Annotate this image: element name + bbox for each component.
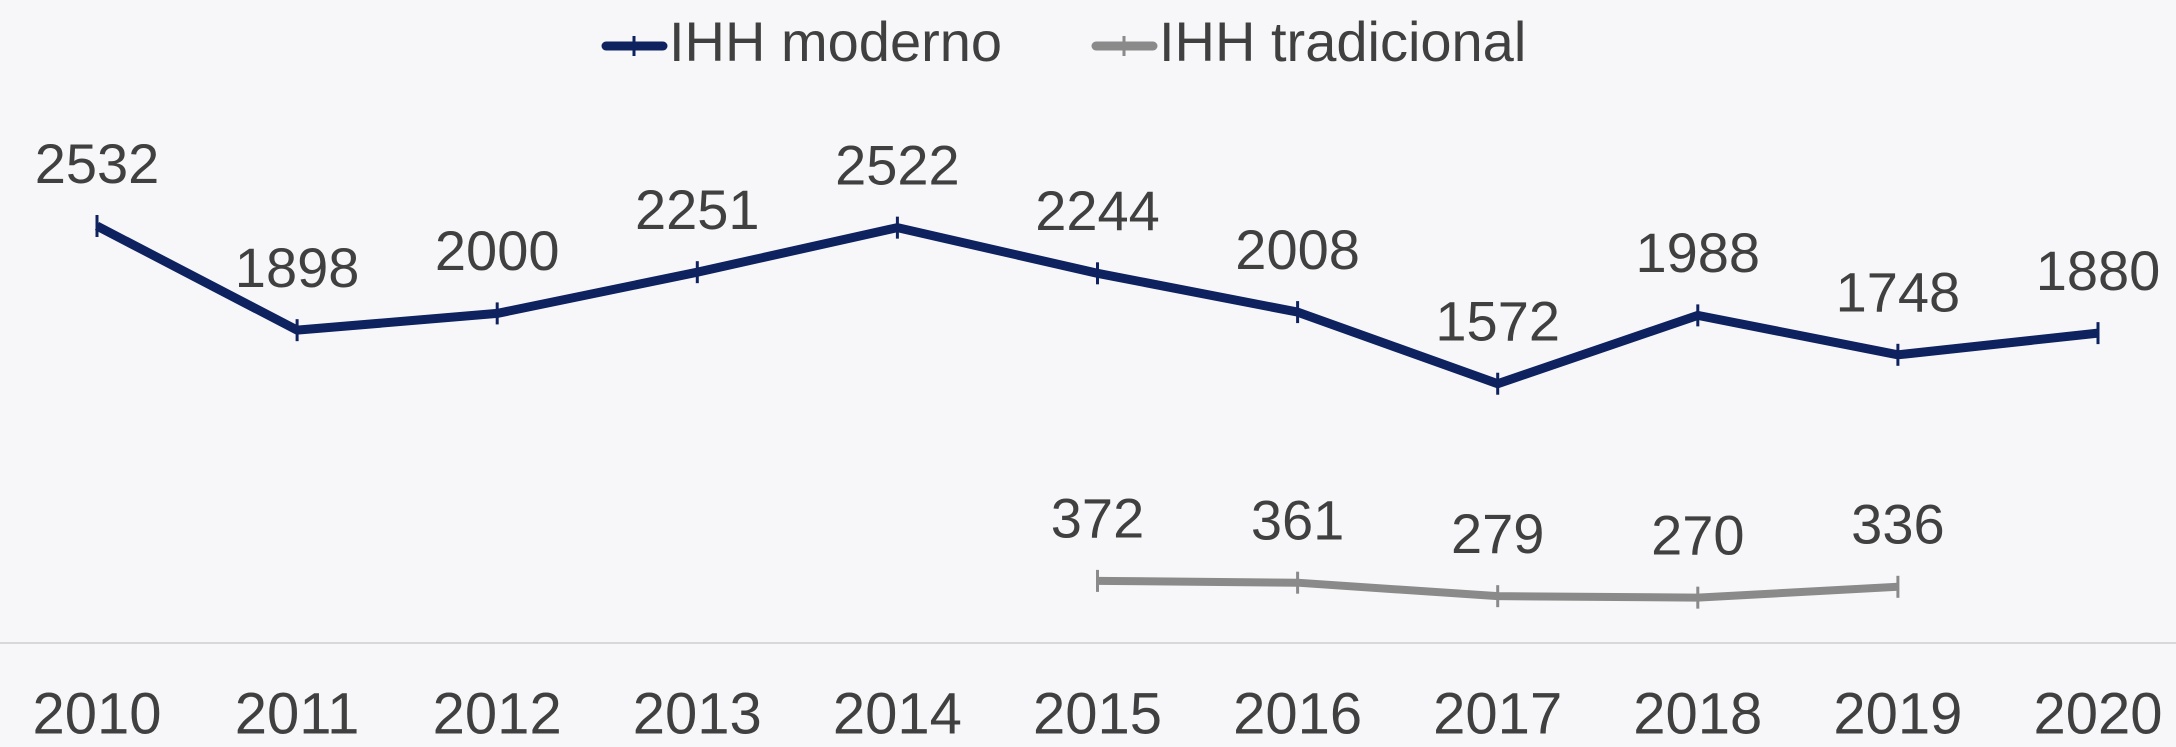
x-tick-label: 2014 <box>833 681 962 746</box>
x-tick-label: 2020 <box>2033 681 2162 746</box>
x-tick-label: 2012 <box>433 681 562 746</box>
legend-label: IHH moderno <box>669 10 1002 73</box>
data-label: 1898 <box>235 236 360 299</box>
x-tick-label: 2015 <box>1033 681 1162 746</box>
x-tick-label: 2010 <box>32 681 161 746</box>
data-label: 2522 <box>835 133 960 196</box>
x-tick-label: 2011 <box>235 681 360 746</box>
x-tick-label: 2016 <box>1233 681 1362 746</box>
data-label: 336 <box>1851 493 1944 556</box>
legend-label: IHH tradicional <box>1159 10 1526 73</box>
data-label: 2532 <box>35 132 160 195</box>
data-label: 1988 <box>1636 221 1761 284</box>
x-tick-label: 2017 <box>1433 681 1562 746</box>
x-tick-label: 2019 <box>1833 681 1962 746</box>
data-label: 2251 <box>635 178 760 241</box>
data-label: 1572 <box>1435 290 1560 353</box>
x-tick-label: 2013 <box>633 681 762 746</box>
data-label: 361 <box>1251 488 1344 551</box>
data-label: 279 <box>1451 502 1544 565</box>
x-tick-label: 2018 <box>1633 681 1762 746</box>
data-label: 2000 <box>435 219 560 282</box>
data-label: 2008 <box>1235 218 1360 281</box>
data-label: 270 <box>1651 503 1744 566</box>
data-label: 372 <box>1051 487 1144 550</box>
data-label: 2244 <box>1035 179 1160 242</box>
data-label: 1880 <box>2036 239 2161 302</box>
data-label: 1748 <box>1836 261 1961 324</box>
